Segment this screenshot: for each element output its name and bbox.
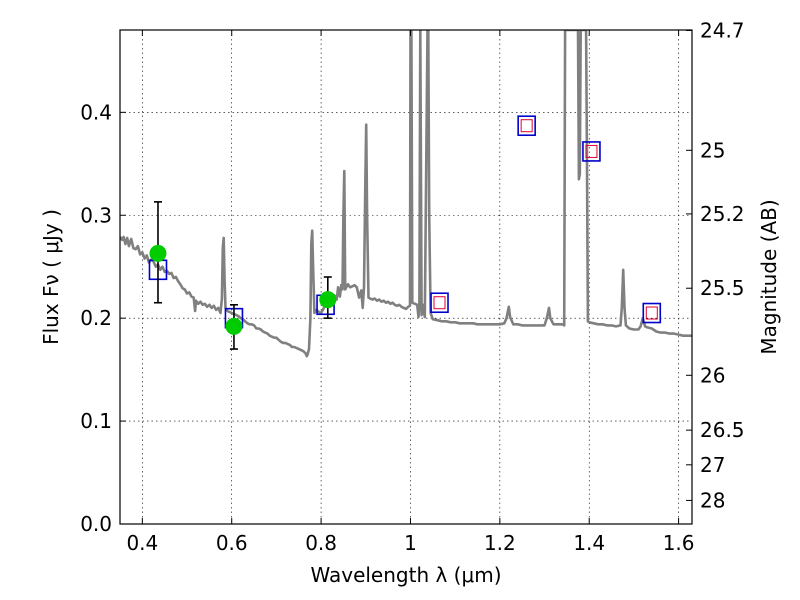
right-tick-label: 24.7 (700, 19, 745, 43)
predicted-band-marker (585, 144, 598, 158)
right-tick-label: 26 (700, 363, 725, 387)
y-tick-label: 0.3 (80, 203, 112, 227)
right-tick-label: 25.2 (700, 202, 745, 226)
model-band-marker (642, 302, 662, 324)
y-axis-right-title: Magnitude (AB) (757, 199, 781, 354)
model-spectrum-line (120, 30, 692, 358)
series-layer (120, 30, 692, 358)
y-tick-label: 0.1 (80, 409, 112, 433)
x-axis-title: Wavelength λ (μm) (310, 563, 501, 587)
observed-point (319, 291, 337, 309)
model-band-marker (430, 292, 449, 314)
x-tick-label: 1.2 (484, 531, 516, 555)
x-tick-label: 1.4 (573, 531, 605, 555)
observed-point (149, 244, 167, 262)
plot-frame (119, 29, 693, 525)
x-tick-label: 1 (404, 531, 417, 555)
y-tick-label: 0.0 (80, 512, 112, 536)
y-axis-left: 0.0 0.1 0.2 0.3 0.4 (80, 100, 126, 536)
model-band-marker (517, 115, 536, 137)
x-tick-label: 1.6 (663, 531, 695, 555)
y-axis-title: Flux Fν ( μJy ) (39, 209, 63, 345)
observed-point (225, 317, 243, 335)
right-tick-label: 25.5 (700, 276, 745, 300)
y-tick-label: 0.4 (80, 100, 112, 124)
predicted-band-marker (645, 306, 658, 320)
y-tick-label: 0.2 (80, 306, 112, 330)
predicted-band-marker (520, 119, 533, 133)
x-tick-label: 0.8 (305, 531, 337, 555)
plot-background (120, 30, 692, 524)
predicted-band-marker (433, 296, 446, 310)
x-tick-label: 0.6 (216, 531, 248, 555)
right-tick-label: 26.5 (700, 418, 745, 442)
right-tick-label: 27 (700, 453, 725, 477)
model-band-marker (582, 141, 601, 162)
right-tick-label: 25 (700, 138, 725, 162)
x-tick-label: 0.4 (126, 531, 158, 555)
x-axis: 0.4 0.6 0.8 1 1.2 1.4 1.6 (126, 30, 695, 555)
y-axis-right: 24.7 25 25.2 25.5 26 26.5 27 28 (686, 19, 745, 512)
right-tick-label: 28 (700, 488, 725, 512)
